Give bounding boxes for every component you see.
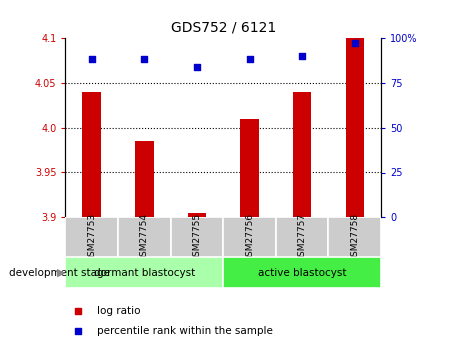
Text: active blastocyst: active blastocyst	[258, 268, 346, 277]
Bar	[223, 217, 276, 257]
Bar	[170, 217, 223, 257]
Text: GSM27753: GSM27753	[87, 213, 96, 262]
Text: GSM27756: GSM27756	[245, 213, 254, 262]
Point	[88, 57, 95, 62]
Title: GDS752 / 6121: GDS752 / 6121	[170, 20, 276, 34]
Bar	[65, 217, 118, 257]
Point	[246, 57, 253, 62]
Bar	[65, 257, 223, 288]
Point	[74, 308, 82, 313]
Text: ▶: ▶	[57, 268, 65, 277]
Text: GSM27755: GSM27755	[193, 213, 202, 262]
Point	[351, 41, 359, 46]
Bar	[118, 217, 170, 257]
Bar	[328, 217, 381, 257]
Text: percentile rank within the sample: percentile rank within the sample	[97, 326, 273, 336]
Text: GSM27758: GSM27758	[350, 213, 359, 262]
Point	[193, 64, 201, 69]
Text: dormant blastocyst: dormant blastocyst	[94, 268, 195, 277]
Text: log ratio: log ratio	[97, 306, 140, 315]
Bar	[345, 38, 364, 217]
Bar	[188, 213, 206, 217]
Bar	[223, 257, 381, 288]
Bar	[240, 119, 259, 217]
Bar	[293, 92, 311, 217]
Bar	[135, 141, 153, 217]
Text: GSM27757: GSM27757	[298, 213, 307, 262]
Text: development stage: development stage	[9, 268, 110, 277]
Point	[74, 328, 82, 334]
Bar	[276, 217, 328, 257]
Point	[141, 57, 148, 62]
Bar	[83, 92, 101, 217]
Text: GSM27754: GSM27754	[140, 213, 149, 262]
Point	[299, 53, 306, 59]
